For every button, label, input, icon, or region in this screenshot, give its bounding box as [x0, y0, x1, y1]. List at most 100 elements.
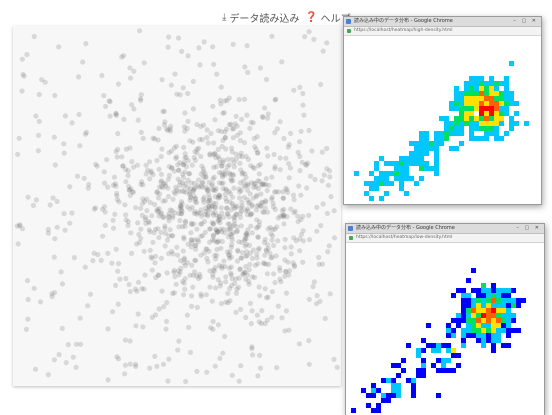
- scatter-point: [83, 129, 89, 135]
- scatter-point: [127, 192, 133, 198]
- scatter-point: [76, 111, 82, 118]
- scatter-point: [247, 261, 253, 267]
- scatter-point: [185, 90, 191, 97]
- heatmap-cell: [491, 318, 496, 323]
- chrome-window-2[interactable]: 読み込み中のデータ分布 - Google Chrome – ▢ ✕ https:…: [345, 223, 545, 415]
- scatter-point: [181, 188, 187, 195]
- heatmap-cell: [391, 388, 396, 393]
- scatter-point: [189, 262, 195, 268]
- scatter-point: [100, 233, 106, 239]
- scatter-point: [200, 196, 206, 202]
- heatmap-cell: [484, 121, 489, 126]
- scatter-point: [243, 241, 249, 247]
- scatter-point: [150, 135, 156, 141]
- window-controls[interactable]: – ▢ ✕: [513, 18, 538, 24]
- scatter-point: [269, 254, 275, 260]
- scatter-point: [296, 183, 302, 189]
- scatter-point: [173, 155, 179, 161]
- scatter-point: [241, 183, 247, 189]
- heatmap-cell: [501, 328, 506, 333]
- scatter-point: [136, 231, 142, 237]
- heatmap-cell: [454, 126, 459, 131]
- scatter-point: [187, 189, 193, 195]
- window-title-bar[interactable]: 読み込み中のデータ分布 - Google Chrome – ▢ ✕: [346, 224, 544, 234]
- scatter-point: [149, 314, 155, 320]
- heatmap-cell: [379, 176, 384, 181]
- heatmap-cell: [501, 298, 506, 303]
- scatter-point: [231, 160, 237, 166]
- scatter-point: [149, 267, 155, 273]
- scatter-point: [128, 186, 134, 192]
- window-controls[interactable]: – ▢ ✕: [516, 225, 541, 231]
- scatter-point: [130, 164, 137, 170]
- heatmap-cell: [451, 318, 456, 323]
- scatter-point: [150, 239, 156, 245]
- scatter-point: [156, 166, 162, 172]
- scatter-point: [232, 121, 238, 127]
- window-title-bar[interactable]: 読み込み中のデータ分布 - Google Chrome – ▢ ✕: [344, 17, 541, 27]
- address-bar[interactable]: https://localhost/heatmap/low-density.ht…: [346, 234, 544, 243]
- heatmap-cell: [509, 101, 514, 106]
- scatter-point: [191, 193, 197, 199]
- load-data-link[interactable]: ⤓ データ読み込み: [222, 10, 299, 25]
- heatmap-cell: [469, 91, 474, 96]
- scatter-point: [232, 205, 238, 211]
- scatter-point: [265, 226, 271, 232]
- scatter-point: [138, 226, 144, 232]
- scatter-point: [257, 178, 263, 184]
- scatter-point: [32, 366, 39, 372]
- scatter-point: [169, 213, 176, 219]
- scatter-point: [331, 356, 337, 362]
- scatter-point: [179, 208, 185, 214]
- scatter-point: [252, 274, 258, 280]
- scatter-point: [142, 216, 148, 222]
- scatter-point: [213, 185, 219, 192]
- scatter-point: [192, 257, 198, 263]
- help-link[interactable]: ❓ ヘルプ: [305, 10, 350, 25]
- chrome-window-1[interactable]: 読み込み中のデータ分布 - Google Chrome – ▢ ✕ https:…: [343, 16, 542, 205]
- heatmap-cell: [446, 368, 451, 373]
- heatmap-cell: [371, 393, 376, 398]
- heatmap-cell: [491, 343, 496, 348]
- scatter-point: [171, 290, 177, 296]
- scatter-point: [310, 284, 316, 290]
- scatter-point: [122, 371, 128, 377]
- scatter-point: [260, 200, 266, 206]
- scatter-point: [207, 239, 213, 245]
- heatmap-cell: [466, 303, 471, 308]
- scatter-point: [182, 151, 188, 157]
- scatter-point: [261, 239, 267, 245]
- scatter-point: [253, 184, 259, 190]
- scatter-point: [187, 272, 193, 278]
- scatter-point: [236, 378, 242, 384]
- heatmap-cell: [466, 298, 471, 303]
- heatmap-cell: [496, 303, 501, 308]
- scatter-point: [173, 143, 179, 149]
- scatter-point: [250, 195, 256, 201]
- scatter-point: [225, 234, 231, 240]
- scatter-point: [130, 189, 136, 195]
- scatter-point: [266, 182, 272, 188]
- scatter-point: [204, 186, 210, 192]
- scatter-point: [163, 326, 169, 332]
- scatter-point: [327, 174, 333, 180]
- scatter-point: [178, 211, 184, 217]
- scatter-point: [143, 162, 149, 168]
- scatter-point: [206, 195, 213, 201]
- heatmap-cell: [454, 101, 459, 106]
- scatter-point: [139, 286, 145, 292]
- scatter-point: [212, 194, 218, 200]
- heatmap-cell: [479, 111, 484, 116]
- scatter-point: [165, 127, 171, 133]
- heatmap-cell: [361, 388, 366, 393]
- scatter-point: [176, 182, 183, 188]
- scatter-point: [178, 265, 184, 271]
- scatter-point: [187, 138, 193, 144]
- scatter-point: [203, 205, 209, 211]
- scatter-point: [300, 259, 306, 265]
- scatter-point: [284, 187, 290, 193]
- scatter-point: [176, 272, 182, 278]
- scatter-point: [115, 268, 121, 274]
- scatter-point: [230, 203, 236, 209]
- address-bar[interactable]: https://localhost/heatmap/high-density.h…: [344, 27, 541, 36]
